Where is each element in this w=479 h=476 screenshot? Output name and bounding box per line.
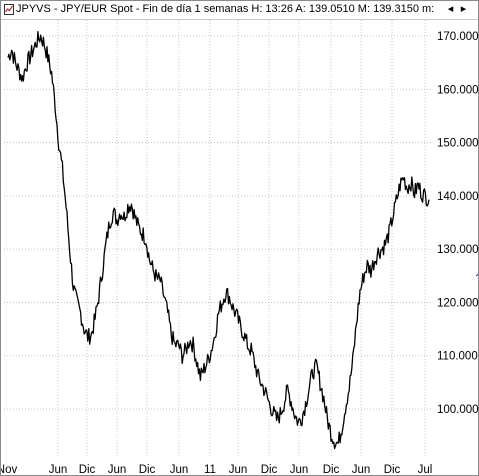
x-tick-label: Jun (229, 464, 248, 475)
price-series (7, 31, 430, 450)
x-tick-label: Dic (139, 464, 156, 475)
x-tick-label: Jun (352, 464, 371, 475)
x-tick-label: Dic (323, 464, 340, 475)
price-line (7, 31, 430, 450)
support-line (475, 273, 478, 277)
chart-icon (4, 4, 14, 15)
x-tick-label: Jun (170, 464, 189, 475)
x-tick-label: Dic (384, 464, 401, 475)
y-tick-label: 140.000 (437, 191, 478, 203)
scroll-right-button[interactable]: ▸ (460, 3, 467, 15)
y-tick-label: 150.000 (437, 138, 478, 150)
y-tick-label: 100.000 (437, 404, 478, 416)
x-tick-label: 11 (204, 464, 216, 475)
y-tick-label: 170.000 (437, 31, 478, 43)
x-axis: Nov Jun Dic Jun Dic Jun 11 Jun Dic Jun Dic Jun Dic Ju… (1, 464, 432, 475)
price-chart[interactable]: 170.000 160.000 150.000 140.000 130.000 120.0… (1, 20, 478, 475)
scroll-left-button[interactable]: ◂ (447, 3, 454, 15)
x-tick-label: Jun (290, 464, 309, 475)
title-bar: JPYVS - JPY/EUR Spot - Fin de día 1 sema… (1, 1, 478, 20)
x-tick-label: Nov (1, 464, 17, 475)
window-title: JPYVS - JPY/EUR Spot - Fin de día 1 sema… (16, 3, 436, 15)
y-tick-label: 110.000 (437, 351, 478, 363)
y-axis: 170.000 160.000 150.000 140.000 130.000 120.0… (437, 31, 478, 416)
grid (4, 20, 433, 457)
x-tick-label: Jun (49, 464, 68, 475)
x-tick-label: Dic (79, 464, 96, 475)
x-tick-label: Jun (108, 464, 127, 475)
y-tick-label: 160.000 (437, 84, 478, 96)
x-tick-label: Dic (261, 464, 278, 475)
x-tick-label: Jul (418, 464, 433, 475)
y-tick-label: 120.000 (437, 297, 478, 309)
y-tick-label: 130.000 (437, 244, 478, 256)
